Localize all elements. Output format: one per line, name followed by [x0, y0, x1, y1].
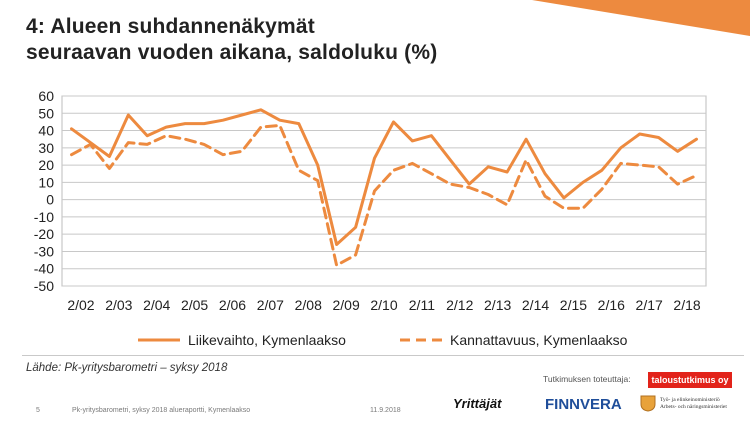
line-chart: 60 50 40 30 20 10 0 -10 -20 -30 -40 -50 2/02 2/03 2/04… [0, 86, 750, 356]
slide-title-line1: 4: Alueen suhdannenäkymät [26, 15, 315, 38]
x-tick-label: 2/05 [181, 297, 208, 313]
finnvera-logo: FINNVERA [545, 396, 622, 413]
y-tick-label: -50 [34, 278, 54, 294]
x-tick-label: 2/11 [409, 297, 435, 313]
corner-accent-shape [532, 0, 750, 36]
x-tick-label: 2/07 [257, 297, 284, 313]
x-tick-label: 2/13 [484, 297, 511, 313]
x-tick-label: 2/15 [560, 297, 587, 313]
ministry-logo-line1: Työ- ja elinkeinoministeriö [660, 397, 720, 403]
yrittajat-logo: Yrittäjät [453, 396, 502, 411]
x-tick-label: 2/08 [295, 297, 322, 313]
ministry-logo-line2: Arbets- och näringsministeriet [660, 404, 727, 410]
y-tick-label: -40 [34, 261, 54, 277]
page-number: 5 [36, 407, 40, 414]
ministry-logo-text: Työ- ja elinkeinoministeriö Arbets- och … [660, 397, 727, 411]
legend-label: Liikevaihto, Kymenlaakso [188, 332, 346, 348]
y-tick-label: -10 [34, 209, 54, 225]
x-tick-label: 2/10 [370, 297, 397, 313]
y-tick-label: 30 [38, 140, 54, 156]
source-divider [22, 355, 744, 356]
series-line-liikevaihto [70, 108, 698, 246]
corner-accent [510, 0, 750, 36]
slide-title: 4: Alueen suhdannenäkymät seuraavan vuod… [26, 14, 437, 66]
x-tick-label: 2/04 [143, 297, 170, 313]
x-tick-label: 2/18 [673, 297, 700, 313]
series-line-kannattavuus [70, 123, 698, 267]
x-tick-label: 2/06 [219, 297, 246, 313]
y-tick-label: 0 [46, 192, 54, 208]
source-note: Lähde: Pk-yritysbarometri – syksy 2018 [26, 362, 228, 374]
y-tick-label: 10 [38, 174, 54, 190]
report-name: Pk-yritysbarometri, syksy 2018 aluerapor… [72, 407, 251, 414]
x-tick-label: 2/17 [636, 297, 663, 313]
y-tick-label: 20 [38, 157, 54, 173]
x-tick-label: 2/14 [522, 297, 549, 313]
ministry-crest-icon [640, 394, 656, 417]
x-tick-label: 2/02 [67, 297, 94, 313]
x-tick-label: 2/03 [105, 297, 132, 313]
y-tick-label: 60 [38, 88, 54, 104]
legend-label: Kannattavuus, Kymenlaakso [450, 332, 628, 348]
slide-title-line2: seuraavan vuoden aikana, saldoluku (%) [26, 41, 438, 64]
x-tick-label: 2/16 [598, 297, 625, 313]
conducted-by-label: Tutkimuksen toteuttaja: [543, 374, 631, 384]
y-tick-label: 50 [38, 105, 54, 121]
report-date: 11.9.2018 [370, 407, 401, 414]
x-tick-label: 2/12 [446, 297, 473, 313]
plot-area-frame [61, 95, 707, 287]
y-tick-label: 40 [38, 123, 54, 139]
y-tick-label: -30 [34, 243, 54, 259]
x-tick-label: 2/09 [332, 297, 359, 313]
taloustutkimus-logo: taloustutkimus oy [648, 372, 732, 388]
y-tick-label: -20 [34, 226, 54, 242]
